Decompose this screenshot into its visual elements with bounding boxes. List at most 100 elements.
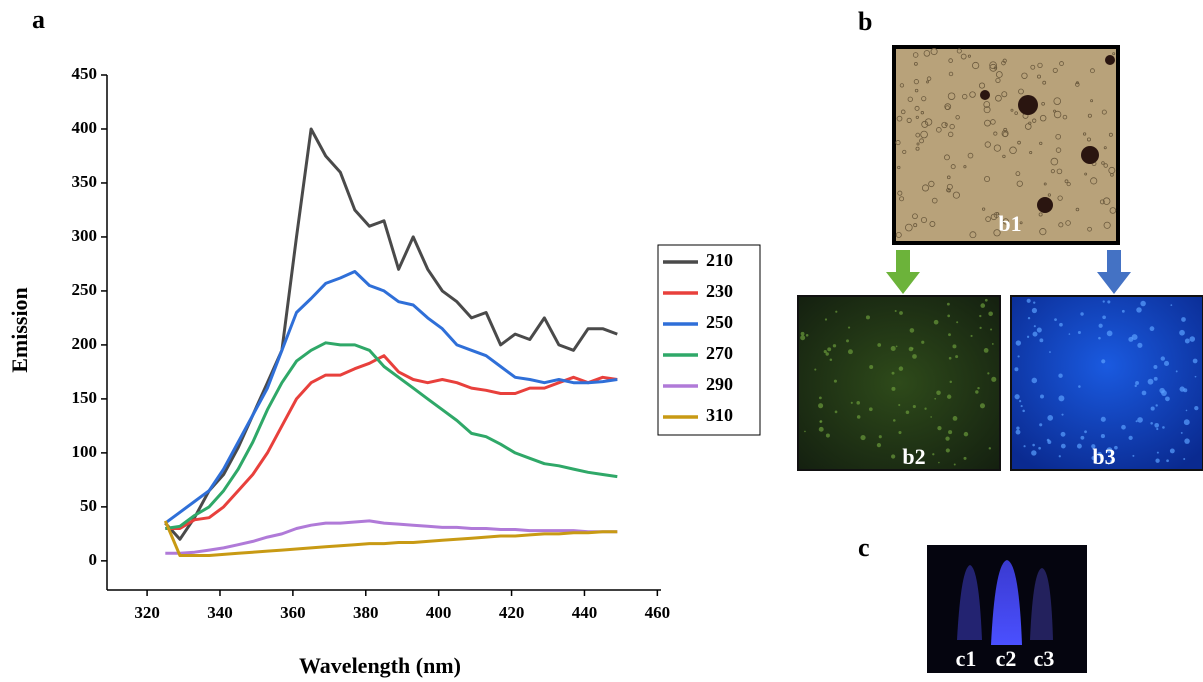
particle (898, 366, 904, 371)
panel-label: b (858, 7, 872, 36)
particle (1026, 335, 1030, 338)
particle (938, 461, 940, 464)
y-axis-title: Emission (7, 287, 32, 373)
particle (897, 165, 901, 170)
y-tick-label: 300 (72, 226, 98, 245)
particle (1109, 207, 1117, 214)
image-label: c1 (956, 646, 977, 671)
particle (963, 431, 969, 437)
particle (1147, 378, 1154, 385)
particle (1105, 55, 1115, 65)
panel-label: c (858, 533, 870, 562)
particle (1033, 301, 1036, 304)
particle (1033, 325, 1036, 328)
particle (1101, 359, 1106, 364)
particle (898, 430, 902, 435)
particle (1062, 114, 1068, 120)
x-tick-label: 380 (353, 603, 379, 622)
particle (1001, 91, 1008, 98)
particle (1022, 409, 1025, 413)
particle (818, 426, 824, 432)
particle (948, 333, 951, 337)
particle (1026, 298, 1031, 303)
micrograph-b1 (892, 45, 1120, 245)
particle (1018, 88, 1024, 95)
y-tick-label: 150 (72, 388, 98, 407)
particle (929, 221, 936, 227)
y-tick-label: 400 (72, 118, 98, 137)
particle (995, 71, 1003, 78)
particle (979, 314, 982, 318)
particle (906, 117, 912, 123)
particle (1183, 419, 1190, 426)
particle (946, 302, 950, 306)
image-label: b3 (1092, 444, 1115, 469)
particle (1039, 423, 1043, 427)
particle (1050, 169, 1055, 174)
particle (909, 328, 915, 333)
particle (980, 303, 986, 308)
particle (945, 436, 950, 441)
particle (960, 53, 967, 60)
particle (1066, 181, 1071, 187)
particle (989, 61, 997, 70)
particle (899, 311, 903, 315)
particle (895, 140, 901, 146)
particle (1014, 111, 1018, 115)
particle (894, 310, 897, 313)
particle (1061, 413, 1064, 416)
particle (983, 348, 989, 353)
panel-label: a (32, 5, 45, 34)
particle (1037, 62, 1043, 69)
legend-label: 230 (706, 281, 733, 301)
particle (1031, 307, 1038, 314)
particle (926, 80, 929, 84)
particle (975, 390, 979, 394)
particle (897, 190, 903, 196)
particle (1184, 338, 1190, 344)
particle (984, 141, 991, 148)
particle (1056, 168, 1063, 175)
particle (963, 456, 967, 460)
particle (1084, 172, 1088, 176)
particle (1154, 422, 1160, 428)
particle (1081, 146, 1099, 164)
particle (1036, 327, 1042, 333)
vial (957, 565, 982, 640)
particle (1128, 435, 1133, 441)
particle (937, 426, 942, 431)
particle (1064, 179, 1069, 184)
particle (991, 376, 997, 382)
particle (963, 165, 967, 169)
particle (1015, 171, 1021, 177)
particle (1179, 329, 1185, 336)
particle (1155, 404, 1158, 407)
particle (1009, 146, 1017, 155)
particle (1100, 416, 1106, 422)
particle (805, 333, 809, 337)
particle (947, 92, 956, 100)
particle (856, 401, 861, 405)
particle (896, 115, 903, 122)
particle (936, 127, 942, 133)
particle (952, 344, 957, 349)
legend-label: 270 (706, 343, 733, 363)
vial (1030, 568, 1053, 640)
particle (1080, 435, 1085, 440)
particle (1098, 323, 1103, 328)
particle (932, 453, 935, 456)
particle (1080, 312, 1084, 316)
particle (856, 415, 861, 419)
particle (912, 52, 919, 58)
particle (847, 349, 853, 355)
particle (1068, 333, 1071, 335)
particle (913, 223, 918, 228)
particle (1183, 457, 1186, 460)
particle (835, 310, 838, 313)
particle (1106, 330, 1113, 337)
particle (891, 371, 895, 375)
particle (899, 196, 905, 202)
particle (1029, 151, 1033, 155)
particle (1032, 443, 1035, 447)
